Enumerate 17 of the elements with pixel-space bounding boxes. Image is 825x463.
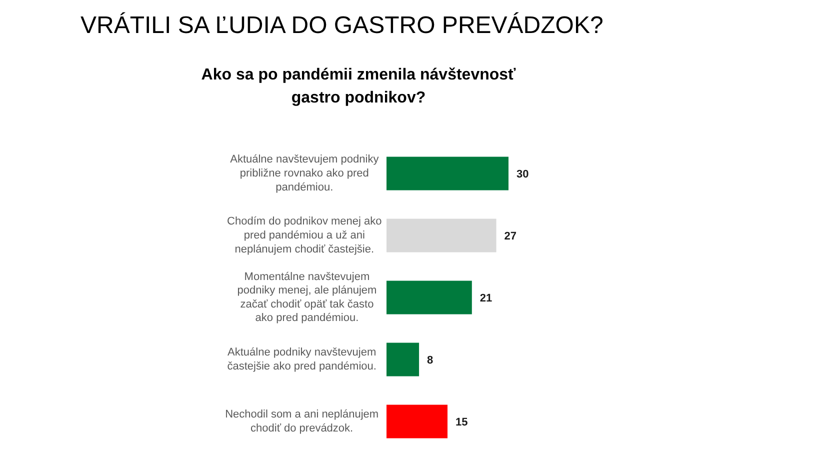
data-label: 15 [456,416,468,428]
data-label: 8 [427,354,434,366]
chart-subtitle: Ako sa po pandémii zmenila návštevnosť gastro podnikov? [201,66,516,106]
bar [386,280,472,314]
chart-title: VRÁTILI SA ĽUDIA DO GASTRO PREVÁDZOK? [80,12,604,39]
bar [386,218,496,252]
data-label: 21 [480,292,492,304]
bar [386,404,448,438]
y-tick-label: Chodím do podnikov menej ako pred pandémiou a už ani neplánujem chodiť častejšie. [227,216,382,256]
data-label: 30 [516,168,529,180]
data-label: 27 [504,230,517,242]
bar [386,342,420,376]
y-tick-label: Aktuálne podniky navštevujem častejšie ako pred pandémiou. [227,346,376,372]
bar [386,156,508,190]
y-tick-label: Aktuálne navštevujem podniky približne rovnako ako pred pandémiou. [230,154,380,194]
y-tick-label: Nechodil som a ani neplánujem chodiť do prevádzok. [225,408,379,434]
y-tick-label: Momentálne navštevujem podniky menej, ale plánujem začať chodiť opäť tak často ako pred pandémiou. [237,270,377,324]
